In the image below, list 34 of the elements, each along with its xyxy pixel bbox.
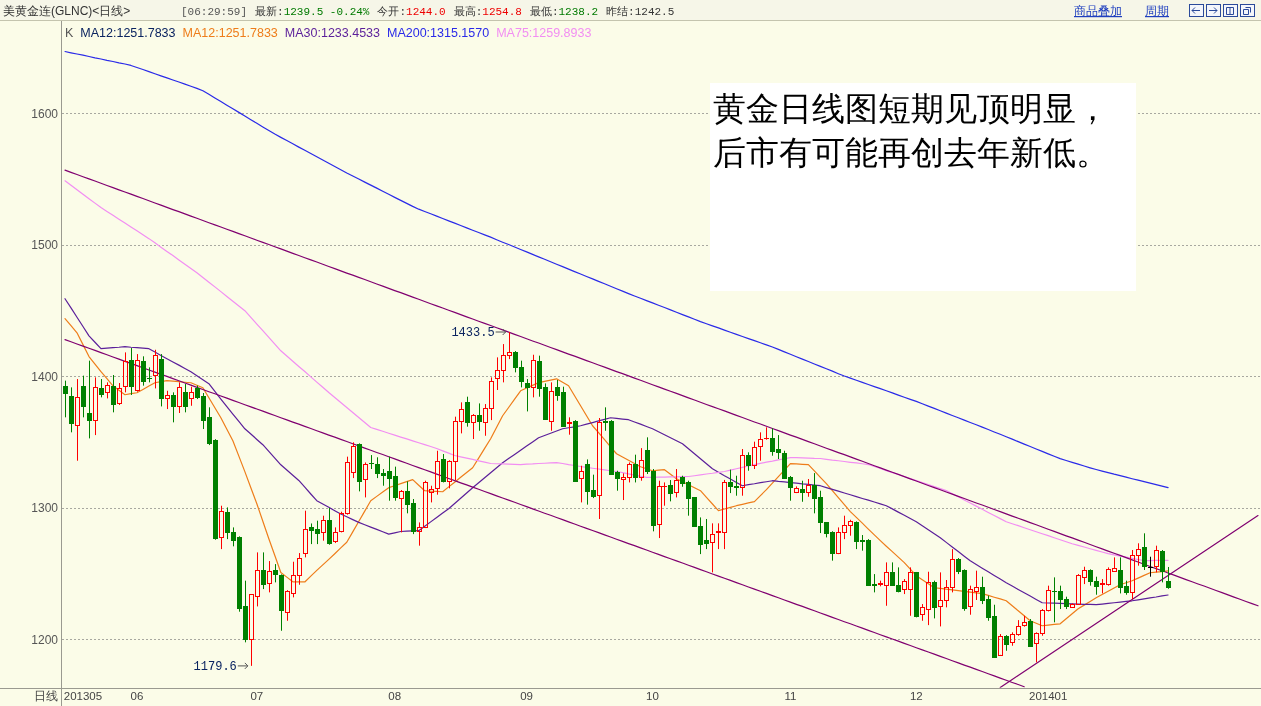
x-tick-label: 06 (130, 690, 144, 702)
text: MA30:1233.4533 (284, 26, 381, 40)
text: 最新:1239.5 -0.24% (255, 5, 370, 18)
annotation: K (65, 26, 74, 40)
x-tick-label: 07 (250, 690, 264, 702)
x-tick-label: 201305 (63, 690, 103, 702)
text: MA12:1251.7833 (182, 26, 278, 40)
annotation: 1433.5 (451, 326, 495, 341)
annotation: MA12:1251.7833 (80, 26, 176, 40)
x-tick-label: 12 (909, 690, 923, 702)
text: 今开:1244.0 (377, 6, 446, 18)
annotation: 1179.6 (193, 660, 237, 675)
text: MA200:1315.1570 (387, 26, 490, 40)
text: 最低:1238.2 (529, 6, 599, 18)
annotation: 黄金日线图短期见顶明显，后市有可能再创去年新低。 (713, 91, 1109, 171)
text: 商品叠加 (1074, 4, 1122, 18)
chart-title: 美黄金连(GLNC)<日线> (3, 4, 131, 18)
x-tick-label: 09 (520, 690, 534, 702)
x-tick-label: 11 (784, 690, 797, 702)
x-tick-label: 08 (388, 690, 402, 702)
text: [06:29:59] (181, 6, 248, 18)
note: 黄金日线图短期见顶明显，后市有可能再创去年新低。 (710, 83, 1136, 291)
y-tick-label: 1400 (31, 369, 59, 384)
text: MA75:1259.8933 (496, 26, 592, 40)
text: 最高:1254.8 (453, 5, 522, 18)
x-tick-label: 201401 (1028, 690, 1068, 702)
y-tick-label: 1200 (31, 632, 59, 647)
text: 昨结:1242.5 (606, 5, 675, 18)
text: 周期 (1145, 4, 1169, 18)
y-tick-label: 1500 (31, 238, 59, 253)
y-tick-label: 1600 (31, 106, 59, 121)
x-tick-label: 10 (646, 690, 659, 702)
y-tick-label: 1300 (31, 501, 59, 516)
text: 日线 (34, 689, 58, 703)
